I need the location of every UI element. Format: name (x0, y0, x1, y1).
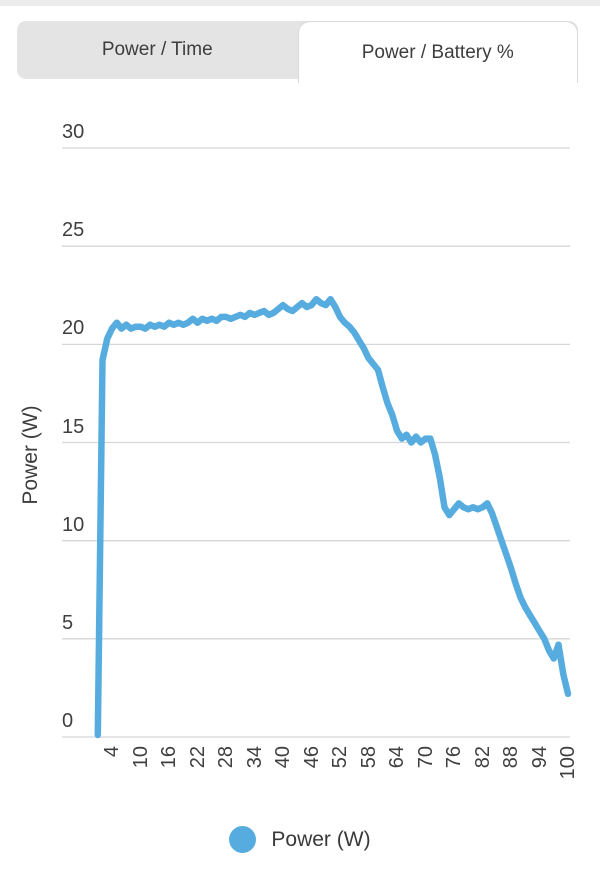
x-tick-label: 58 (357, 746, 380, 769)
x-tick-label: 22 (186, 746, 209, 769)
x-tick-label: 34 (243, 746, 266, 769)
x-tick-label: 76 (443, 746, 465, 769)
y-tick-label: 10 (62, 513, 85, 536)
y-tick-label: 30 (62, 121, 85, 143)
tab-power-battery-label: Power / Battery % (361, 41, 514, 63)
x-tick-label: 88 (500, 746, 522, 769)
x-tick-label: 10 (129, 746, 152, 769)
x-tick-label: 28 (215, 746, 237, 769)
top-strip (0, 0, 600, 6)
gridlines (62, 147, 570, 738)
y-axis-title: Power (W) (19, 405, 42, 505)
x-tick-label: 94 (528, 746, 551, 769)
y-tick-label: 5 (62, 611, 74, 634)
y-tick-label: 25 (62, 219, 85, 242)
x-tick-label: 70 (414, 746, 437, 769)
y-tick-label: 15 (62, 415, 85, 438)
y-tick-label: 0 (62, 710, 74, 732)
tab-power-time-label: Power / Time (101, 39, 213, 60)
x-tick-label: 82 (471, 746, 494, 769)
x-tick-label: 52 (329, 746, 351, 769)
power-line (94, 295, 572, 739)
x-tick-label: 100 (557, 746, 579, 780)
x-tick-label: 16 (158, 746, 180, 769)
x-tick-label: 40 (272, 746, 294, 769)
tab-power-battery[interactable]: Power / Battery % (297, 21, 578, 83)
x-tick-label: 64 (386, 746, 408, 769)
x-tick-label: 46 (300, 746, 323, 769)
tab-power-time[interactable]: Power / Time (17, 21, 298, 79)
x-tick-label: 4 (101, 746, 123, 758)
legend-dot-icon (229, 826, 257, 853)
y-tick-label: 20 (62, 317, 85, 340)
legend-label: Power (W) (271, 827, 371, 851)
tab-bar: Power / Time Power / Battery % (17, 21, 578, 83)
legend-item-power[interactable]: Power (W) (0, 826, 600, 853)
